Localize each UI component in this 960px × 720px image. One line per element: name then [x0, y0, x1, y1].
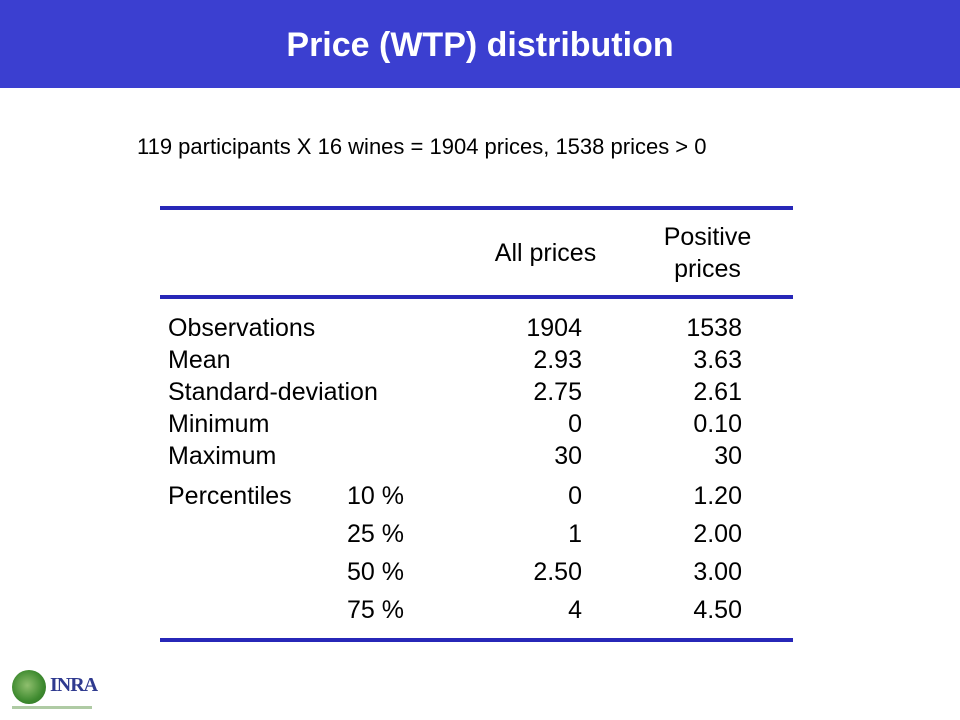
column-header-positive-line2: prices: [674, 255, 741, 283]
cell-all: 0: [568, 410, 582, 438]
cell-positive: 1538: [686, 314, 742, 342]
cell-all: 4: [568, 596, 582, 624]
slide-title: Price (WTP) distribution: [286, 26, 674, 64]
cell-all: 1: [568, 520, 582, 548]
column-header-all-prices: All prices: [494, 239, 597, 267]
percentile-level: 75 %: [347, 596, 404, 624]
logo-text: INRA: [50, 674, 98, 696]
cell-positive: 1.20: [693, 482, 742, 510]
stats-table: All prices Positive prices Observations …: [160, 210, 793, 642]
column-header-positive-line1: Positive: [663, 223, 752, 251]
cell-all: 1904: [526, 314, 582, 342]
cell-positive: 2.00: [693, 520, 742, 548]
table-top-rule: [160, 206, 793, 210]
cell-all: 2.93: [533, 346, 582, 374]
percentile-level: 10 %: [347, 482, 404, 510]
inra-logo: INRA: [8, 668, 98, 714]
cell-all: 2.50: [533, 558, 582, 586]
row-label: Maximum: [168, 442, 277, 470]
cell-positive: 2.61: [693, 378, 742, 406]
logo-tagline-decoration: [12, 706, 92, 709]
leaf-icon: [12, 670, 46, 704]
title-bar: Price (WTP) distribution: [0, 0, 960, 88]
cell-positive: 3.00: [693, 558, 742, 586]
row-label: Standard-deviation: [168, 378, 378, 406]
cell-all: 0: [568, 482, 582, 510]
row-label: Minimum: [168, 410, 270, 438]
table-header-rule: [160, 295, 793, 299]
cell-all: 30: [554, 442, 582, 470]
cell-positive: 30: [714, 442, 742, 470]
cell-all: 2.75: [533, 378, 582, 406]
row-label: Observations: [168, 314, 316, 342]
row-label: Mean: [168, 346, 231, 374]
percentiles-label: Percentiles: [168, 482, 292, 510]
cell-positive: 3.63: [693, 346, 742, 374]
table-bottom-rule: [160, 638, 793, 642]
percentile-level: 25 %: [347, 520, 404, 548]
percentile-level: 50 %: [347, 558, 404, 586]
slide-subtitle: 119 participants X 16 wines = 1904 price…: [137, 134, 707, 159]
cell-positive: 4.50: [693, 596, 742, 624]
cell-positive: 0.10: [693, 410, 742, 438]
